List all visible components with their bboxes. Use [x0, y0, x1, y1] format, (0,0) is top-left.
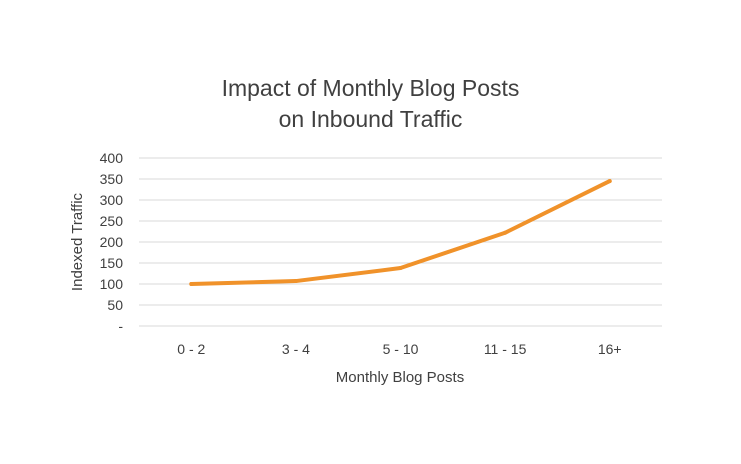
x-axis-label: Monthly Blog Posts	[336, 369, 464, 386]
chart-title-line-2: on Inbound Traffic	[278, 106, 463, 132]
data-point	[189, 282, 194, 286]
data-point	[398, 266, 403, 271]
x-tick-label: 0 - 2	[177, 341, 205, 357]
data-point	[293, 279, 298, 284]
x-tick-label: 11 - 15	[484, 341, 527, 357]
y-axis-label: Indexed Traffic	[69, 192, 86, 291]
chart-title-line-1: Impact of Monthly Blog Posts	[221, 75, 520, 101]
y-tick-label: 200	[100, 234, 124, 250]
y-tick-label: 100	[100, 276, 124, 292]
y-tick-label: 400	[100, 150, 124, 166]
data-point	[607, 179, 612, 184]
y-tick-label: -	[118, 318, 123, 334]
y-tick-label: 300	[100, 192, 124, 208]
x-tick-label: 5 - 10	[383, 341, 419, 357]
y-tick-label: 250	[100, 213, 124, 229]
y-tick-label: 150	[100, 255, 124, 271]
y-tick-label: 50	[107, 297, 123, 313]
x-tick-label: 3 - 4	[282, 341, 310, 357]
x-tick-label: 16+	[598, 341, 622, 357]
x-axis-ticks: 0 - 2 3 - 4 5 - 10 11 - 15 16+	[177, 341, 621, 357]
series-layer	[189, 179, 612, 286]
gridlines	[139, 157, 662, 327]
data-point	[503, 230, 508, 235]
y-axis-ticks: - 50 100 150 200 250 300 350 400	[100, 150, 124, 334]
y-tick-label: 350	[100, 171, 124, 187]
